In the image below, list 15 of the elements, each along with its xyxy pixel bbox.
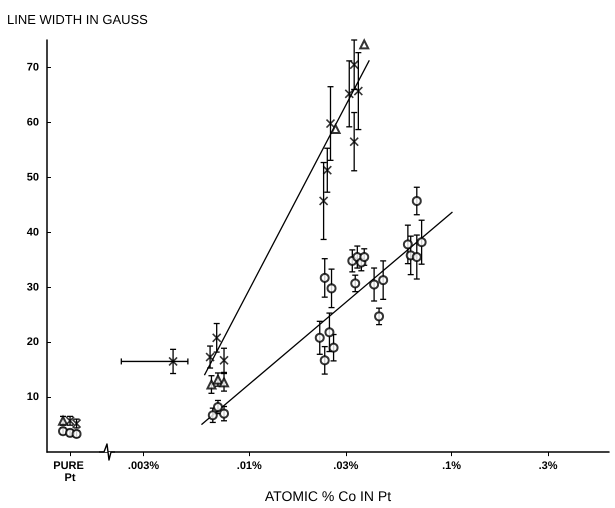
y-tick-label: 60: [26, 116, 39, 128]
x-tick-label: .03%: [333, 460, 359, 472]
y-tick-label: 50: [26, 171, 39, 184]
y-tick-label: 40: [26, 226, 39, 238]
x-axis-title: ATOMIC % Co IN Pt: [264, 488, 392, 504]
y-tick-label: 70: [26, 61, 39, 74]
y-tick-label: 30: [26, 281, 39, 294]
y-tick-label: 20: [26, 336, 39, 348]
x-tick-label: .1%: [442, 460, 462, 472]
x-tick-label: .01%: [236, 460, 262, 472]
x-tick-label: .003%: [128, 460, 160, 472]
y-tick-label: 10: [26, 391, 39, 404]
y-axis-title: LINE WIDTH IN GAUSS: [7, 12, 148, 27]
x-tick-label: .3%: [538, 460, 558, 472]
x-tick-label: PURE Pt: [53, 460, 87, 484]
